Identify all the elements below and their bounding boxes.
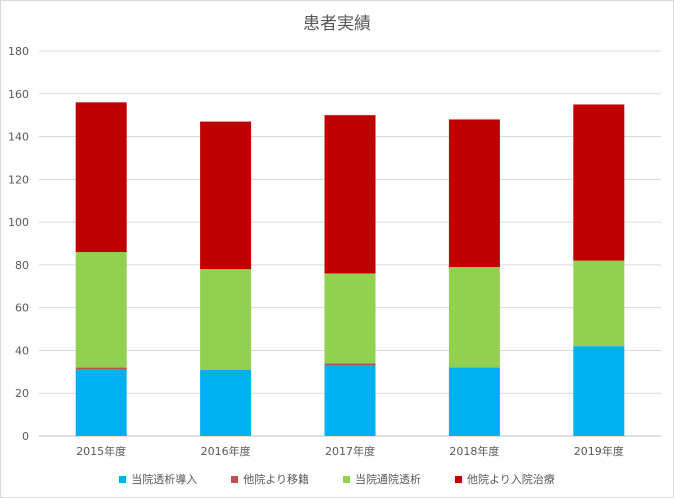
x-tick-label: 2018年度 — [449, 444, 499, 458]
y-axis-ticks: 0 20 40 60 80 100 120 140 160 180 — [8, 45, 29, 443]
x-tick-label: 2019年度 — [574, 444, 624, 458]
legend-label: 他院より入院治療 — [467, 473, 555, 486]
bar-segment-1 — [200, 369, 252, 436]
y-tick-label: 140 — [8, 131, 29, 144]
x-tick-label: 2015年度 — [76, 444, 126, 458]
bar-segment-3 — [200, 269, 252, 370]
bar-segment-4 — [448, 119, 500, 268]
bar-segment-1 — [573, 346, 625, 436]
x-tick-label: 2016年度 — [201, 444, 251, 458]
bar-segment-4 — [75, 102, 127, 253]
y-tick-label: 0 — [22, 430, 29, 443]
bar-segment-1 — [324, 365, 376, 436]
bar-segment-3 — [324, 273, 376, 364]
y-tick-label: 120 — [8, 173, 29, 186]
legend-swatch — [119, 475, 127, 483]
y-tick-label: 160 — [8, 88, 29, 101]
y-tick-label: 180 — [8, 45, 29, 58]
legend-swatch — [343, 475, 350, 483]
legend-swatch — [455, 475, 462, 483]
legend-item: 当院透析導入 — [119, 471, 197, 487]
y-tick-label: 60 — [15, 302, 29, 315]
legend-item: 他院より入院治療 — [455, 471, 555, 487]
y-tick-label: 20 — [15, 387, 29, 400]
bar-segment-3 — [573, 260, 625, 347]
legend-item: 当院通院透析 — [343, 471, 421, 487]
bar-segment-3 — [75, 252, 127, 368]
legend: 当院透析導入 他院より移籍 当院通院透析 他院より入院治療 — [1, 471, 673, 487]
bar-segment-4 — [573, 104, 625, 261]
bar-segment-3 — [448, 267, 500, 368]
y-tick-label: 40 — [15, 344, 29, 357]
y-tick-label: 100 — [8, 216, 29, 229]
legend-label: 当院通院透析 — [355, 473, 421, 486]
x-tick-label: 2017年度 — [325, 444, 375, 458]
bars — [75, 102, 625, 436]
legend-label: 当院透析導入 — [131, 473, 198, 486]
legend-item: 他院より移籍 — [231, 471, 309, 487]
bar-segment-1 — [75, 369, 127, 436]
bar-segment-4 — [324, 115, 376, 274]
legend-swatch — [231, 475, 239, 483]
legend-label: 他院より移籍 — [243, 473, 309, 486]
bar-segment-1 — [448, 367, 500, 436]
x-axis-ticks: 2015年度 2016年度 2017年度 2018年度 2019年度 — [76, 444, 624, 458]
chart-title: 患者実績 — [303, 14, 371, 34]
bar-segment-2 — [75, 367, 127, 370]
bar-segment-2 — [324, 363, 376, 366]
bar-segment-4 — [200, 121, 252, 270]
y-tick-label: 80 — [15, 259, 29, 272]
